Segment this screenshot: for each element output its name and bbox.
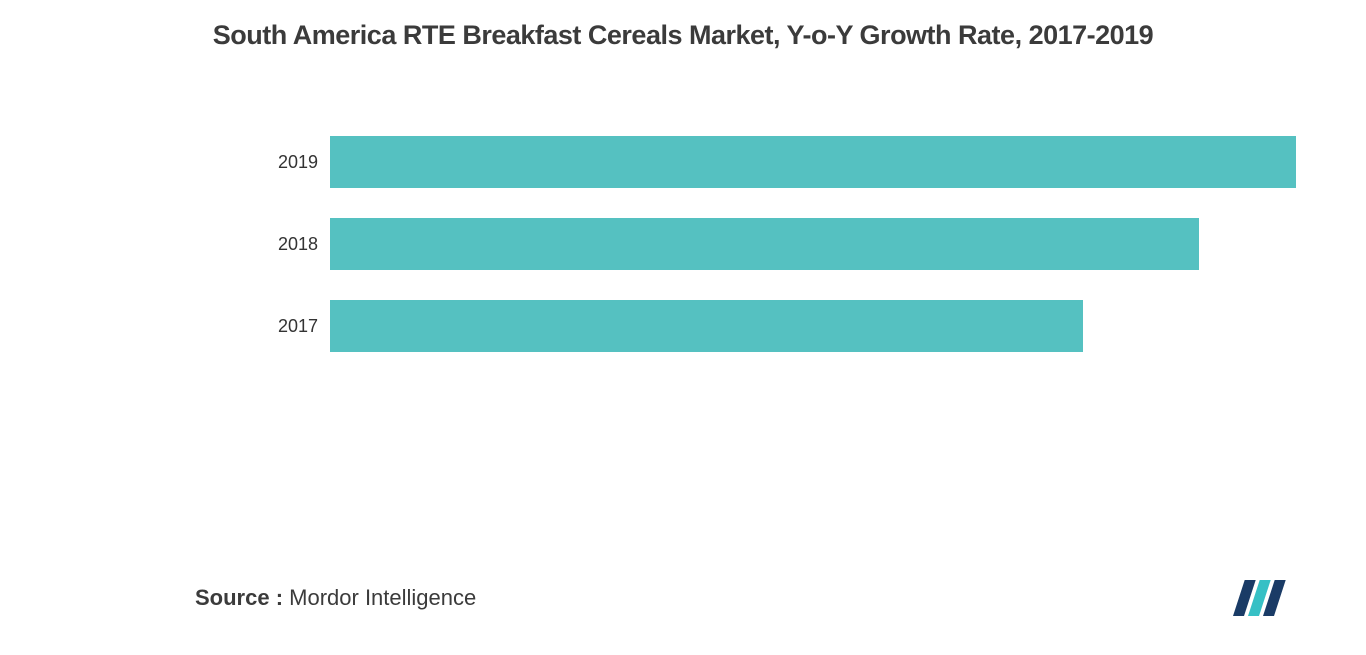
bar-track <box>330 300 1296 352</box>
chart-plot-area: 2019 2018 2017 <box>220 136 1296 352</box>
bar-2017 <box>330 300 1083 352</box>
bar-2019 <box>330 136 1296 188</box>
source-text: Mordor Intelligence <box>283 585 476 610</box>
bar-row-2018: 2018 <box>220 218 1296 270</box>
bar-2018 <box>330 218 1199 270</box>
source-line: Source : Mordor Intelligence <box>195 585 476 611</box>
chart-title: South America RTE Breakfast Cereals Mark… <box>40 20 1326 51</box>
chart-footer: Source : Mordor Intelligence <box>195 576 1306 620</box>
bar-row-2019: 2019 <box>220 136 1296 188</box>
source-label: Source : <box>195 585 283 610</box>
ylabel-2017: 2017 <box>220 316 330 337</box>
bar-track <box>330 136 1296 188</box>
bar-row-2017: 2017 <box>220 300 1296 352</box>
ylabel-2019: 2019 <box>220 152 330 173</box>
mordor-logo-icon <box>1228 576 1306 620</box>
bar-track <box>330 218 1296 270</box>
ylabel-2018: 2018 <box>220 234 330 255</box>
